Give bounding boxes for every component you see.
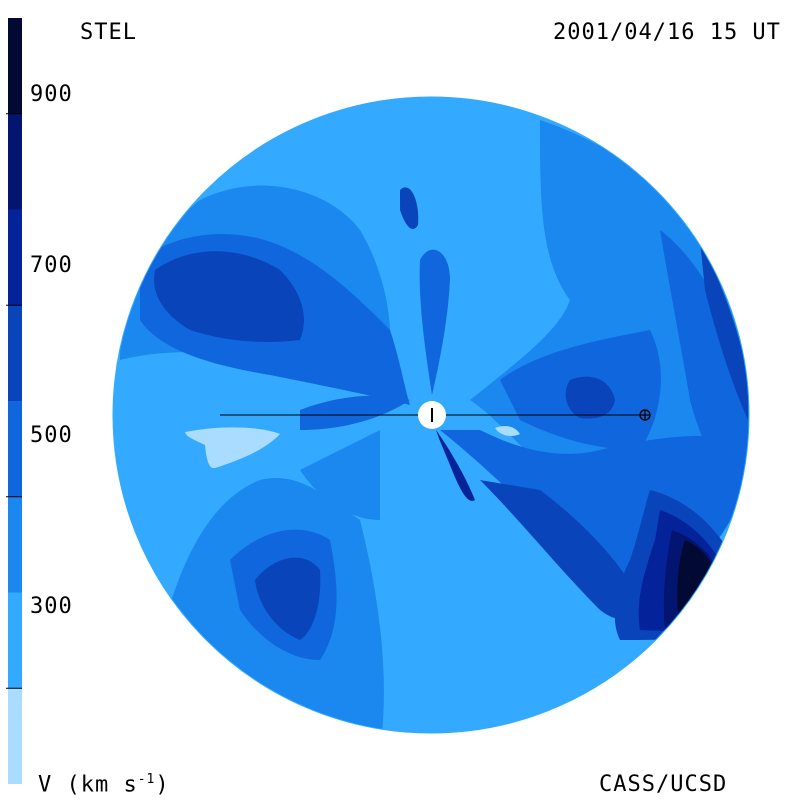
colorbar-tick-900: 900 (30, 82, 73, 107)
colorbar-tick-300: 300 (30, 594, 73, 619)
colorbar-ticks (6, 113, 22, 689)
credit-label: CASS/UCSD (599, 772, 728, 797)
region-600-700 (255, 557, 321, 640)
earth-icon (639, 409, 651, 421)
colorbar-band (8, 209, 22, 306)
colorbar-band (8, 688, 22, 784)
observatory-label: STEL (80, 20, 137, 45)
colorbar-bands (8, 18, 22, 784)
region-600-700 (480, 480, 640, 619)
colorbar-tick-500: 500 (30, 423, 73, 448)
disk-outline (112, 96, 750, 734)
region-600-700 (700, 240, 748, 420)
colorbar-band (8, 113, 22, 210)
region-600-700 (154, 251, 304, 342)
colorbar-band (8, 18, 22, 114)
colorbar-tick-700: 700 (30, 253, 73, 278)
region-200-300 (185, 427, 280, 469)
colorbar-band (8, 305, 22, 401)
units-close: ) (155, 772, 170, 798)
region-400-500 (300, 430, 380, 520)
region-700-800 (436, 430, 475, 501)
units-label: V (km s-1) (38, 772, 170, 797)
colorbar-band (8, 592, 22, 689)
region-500-600 (419, 249, 450, 395)
region-500-600 (660, 230, 749, 500)
colorbar-band (8, 401, 22, 497)
region-600-700 (565, 376, 615, 419)
region-500-600 (300, 395, 410, 430)
timestamp-label: 2001/04/16 15 UT (553, 20, 781, 45)
units-superscript: -1 (137, 772, 156, 787)
region-600-700 (400, 187, 419, 230)
velocity-colorbar (6, 18, 22, 784)
colorbar-band (8, 496, 22, 593)
units-text: V (km s (38, 772, 138, 798)
region-200-300 (495, 426, 520, 436)
